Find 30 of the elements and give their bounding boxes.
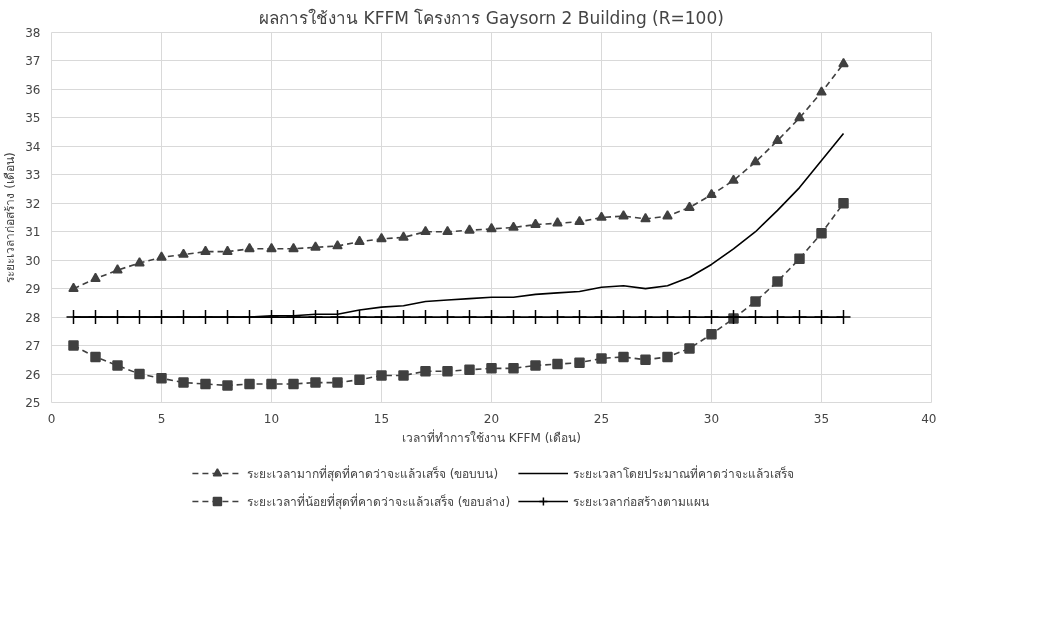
legend-label: ระยะเวลาโดยประมาณที่คาดว่าจะแล้วเสร็จ xyxy=(573,464,795,483)
y-tick-label: 30 xyxy=(25,253,41,268)
legend-label: ระยะเวลาก่อสร้างตามแผน xyxy=(573,493,710,511)
y-tick-label: 31 xyxy=(25,225,41,240)
x-tick-label: 15 xyxy=(373,411,390,426)
y-tick-label: 38 xyxy=(25,26,41,40)
x-tick-label: 30 xyxy=(703,411,720,426)
legend-label: ระยะเวลาที่น้อยที่สุดที่คาดว่าจะแล้วเสร็จ (ขอบล่าง) xyxy=(246,492,511,511)
x-tick-label: 0 xyxy=(47,411,56,426)
y-tick-label: 28 xyxy=(25,310,41,325)
x-tick-label: 35 xyxy=(813,411,830,426)
x-tick-label: 20 xyxy=(483,411,500,426)
y-tick-label: 33 xyxy=(25,168,41,183)
y-tick-label: 29 xyxy=(25,282,41,297)
y-tick-label: 37 xyxy=(25,54,41,69)
x-tick-label: 5 xyxy=(157,411,166,426)
y-tick-label: 32 xyxy=(25,196,41,211)
y-tick-label: 27 xyxy=(25,339,41,354)
y-tick-label: 36 xyxy=(25,82,41,97)
y-tick-label: 35 xyxy=(25,111,41,126)
y-tick-label: 34 xyxy=(25,139,41,154)
x-tick-label: 10 xyxy=(263,411,280,426)
y-tick-label: 26 xyxy=(25,367,41,382)
legend-label: ระยะเวลามากที่สุดที่คาดว่าจะแล้วเสร็จ (ขอบบน) xyxy=(246,464,499,483)
y-axis-title: ระยะเวลาก่อสร้าง (เดือน) xyxy=(3,152,18,283)
chart-title: ผลการใช้งาน KFFM โครงการ Gaysorn 2 Building (R=100) xyxy=(259,7,724,28)
x-axis-title: เวลาที่ทำการใช้งาน KFFM (เดือน) xyxy=(401,428,582,445)
x-tick-label: 40 xyxy=(921,411,937,426)
x-tick-label: 25 xyxy=(593,411,610,426)
y-tick-label: 25 xyxy=(25,396,41,410)
